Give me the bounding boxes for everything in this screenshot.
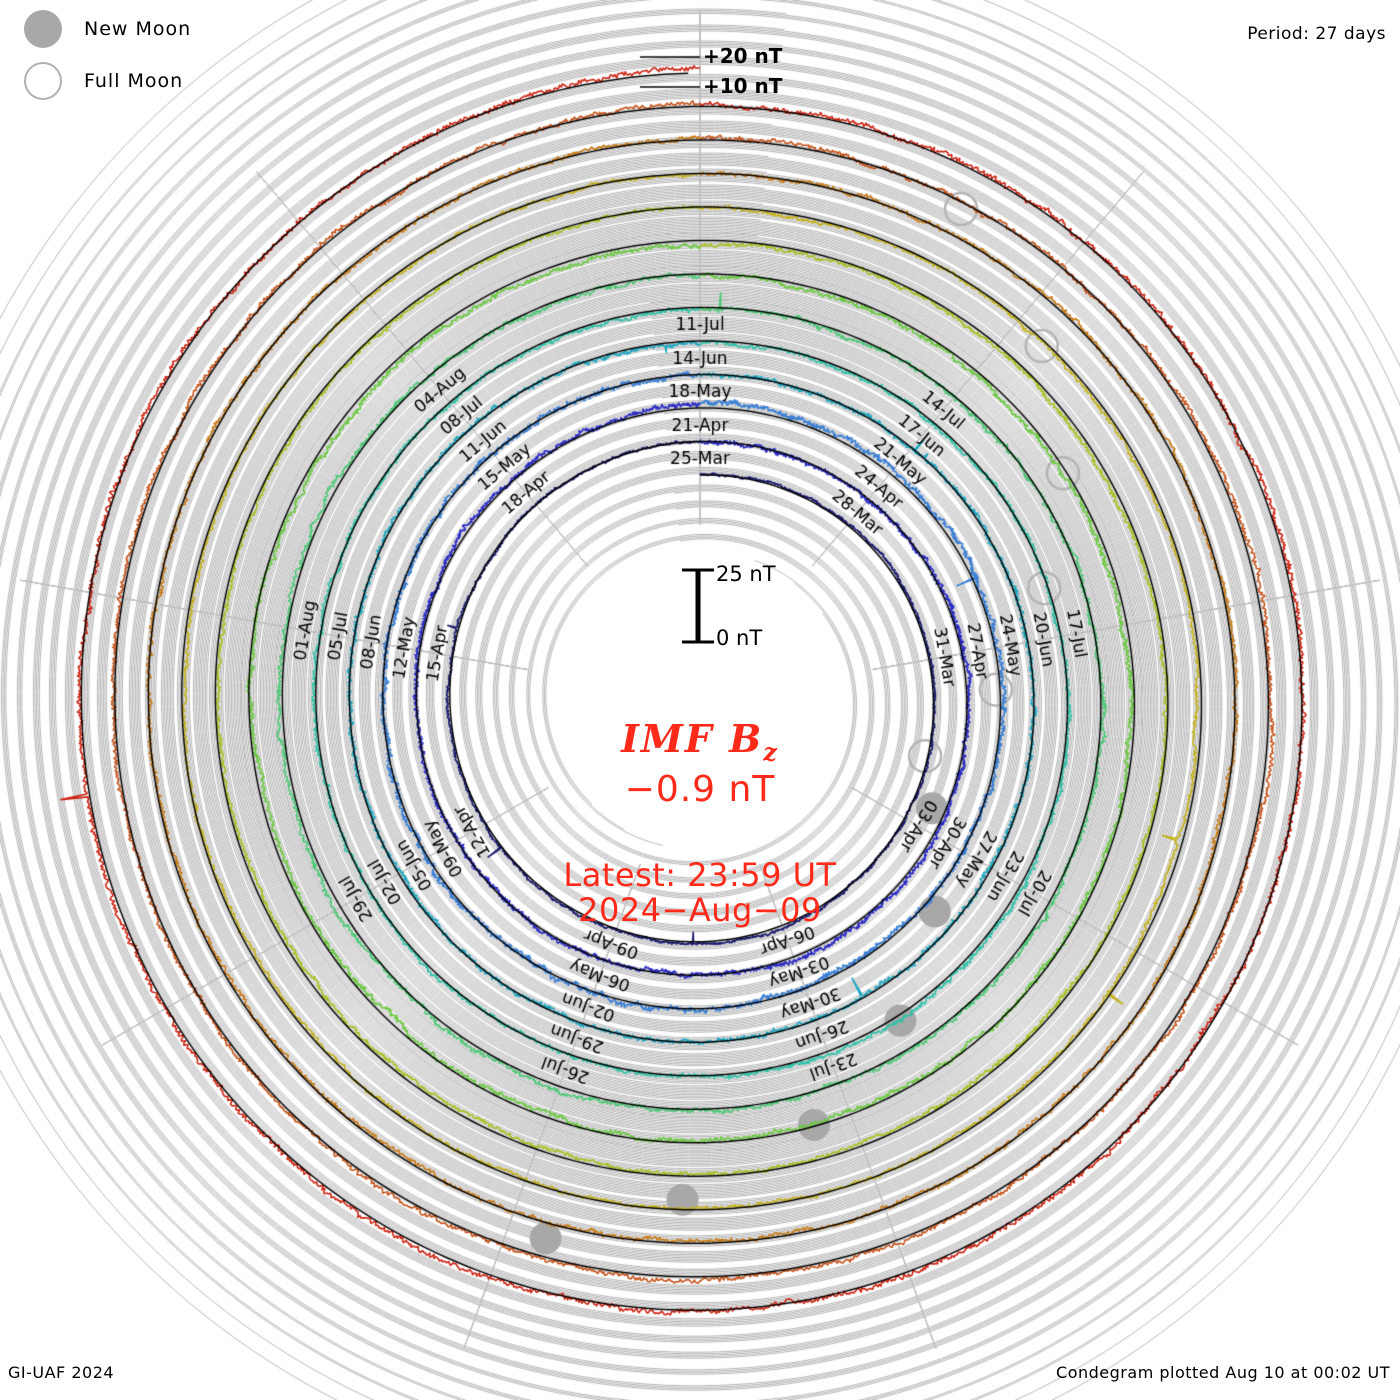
legend-item-full-moon: Full Moon (24, 62, 183, 100)
credit-text: GI-UAF 2024 (8, 1363, 115, 1382)
ring-label-plus20: +20 nT (703, 44, 783, 68)
legend-label-full-moon: Full Moon (84, 70, 184, 92)
plotted-timestamp: Condegram plotted Aug 10 at 00:02 UT (1056, 1363, 1390, 1382)
full-moon-icon (24, 62, 62, 100)
ring-label-plus10: +10 nT (703, 74, 783, 98)
new-moon-icon (24, 10, 62, 48)
legend-item-new-moon: New Moon (24, 10, 191, 48)
scale-bar (680, 566, 716, 646)
legend-label-new-moon: New Moon (84, 18, 192, 40)
scale-label-top: 25 nT (716, 562, 776, 586)
scale-label-bottom: 0 nT (716, 626, 763, 650)
period-text: Period: 27 days (1247, 24, 1386, 44)
